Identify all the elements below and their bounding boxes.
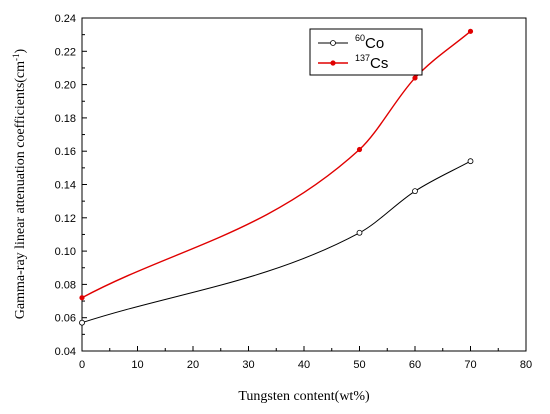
- y-axis-title-main: Gamma-ray linear attenuation coefficient…: [13, 61, 28, 319]
- x-tick-label: 30: [242, 359, 254, 371]
- x-tick-label: 60: [409, 359, 421, 371]
- y-tick-label: 0.20: [55, 80, 76, 92]
- y-tick-label: 0.12: [55, 213, 76, 225]
- series-line-cs: [81, 30, 471, 299]
- y-tick-label: 0.14: [55, 180, 76, 192]
- data-point-co: [412, 188, 418, 195]
- legend-cs137-label: 137Cs: [355, 53, 388, 72]
- x-tick-label: 20: [187, 359, 199, 371]
- series-layer: [79, 28, 474, 326]
- legend-box: [309, 28, 423, 76]
- legend-entry-cs137: 137Cs: [318, 53, 388, 72]
- y-tick-label: 0.24: [55, 13, 76, 25]
- data-point-co: [467, 158, 474, 165]
- y-tick-label: 0.06: [55, 313, 76, 325]
- y-axis-title-close: ): [13, 48, 28, 53]
- plot-frame: [81, 17, 527, 352]
- data-point-cs: [412, 75, 418, 81]
- y-tick-label: 0.16: [55, 146, 76, 158]
- legend-co60-sup: 60: [355, 33, 365, 43]
- y-axis-ticks: 0.04 0.06 0.08 0.10 0.12 0.14 0.16 0.18 0.20 0.22…: [55, 13, 87, 358]
- y-tick-label: 0.10: [55, 246, 76, 258]
- x-tick-label: 0: [79, 359, 85, 371]
- y-axis-title: Gamma-ray linear attenuation coefficient…: [11, 48, 28, 319]
- legend-cs137-marker: [330, 60, 336, 66]
- series-line-co: [81, 160, 471, 324]
- data-point-cs: [356, 146, 363, 153]
- x-tick-label: 80: [520, 359, 532, 371]
- y-tick-label: 0.04: [55, 346, 76, 358]
- x-axis-ticks: 0 10 20 30 40 50 60 70 80: [79, 346, 532, 371]
- x-tick-label: 10: [131, 359, 143, 371]
- data-point-cs: [79, 295, 85, 301]
- data-point-co: [356, 229, 363, 236]
- y-axis-title-superscript: -1: [11, 53, 21, 61]
- y-tick-label: 0.18: [55, 113, 76, 125]
- legend-cs137-name: Cs: [370, 55, 388, 72]
- x-tick-label: 40: [298, 359, 310, 371]
- x-axis-title: Tungsten content(wt%): [238, 389, 370, 404]
- y-tick-label: 0.08: [55, 279, 76, 291]
- legend-co60-marker: [330, 40, 336, 46]
- legend-co60-label: 60Co: [355, 33, 384, 52]
- x-tick-label: 70: [464, 359, 476, 371]
- legend-entry-co60: 60Co: [318, 33, 384, 52]
- data-point-co: [79, 319, 85, 326]
- data-point-cs: [467, 28, 474, 34]
- x-tick-label: 50: [353, 359, 365, 371]
- legend-co60-name: Co: [365, 35, 384, 52]
- y-tick-label: 0.22: [55, 46, 76, 58]
- legend: 60Co 137Cs: [309, 28, 423, 76]
- legend-cs137-sup: 137: [355, 53, 370, 63]
